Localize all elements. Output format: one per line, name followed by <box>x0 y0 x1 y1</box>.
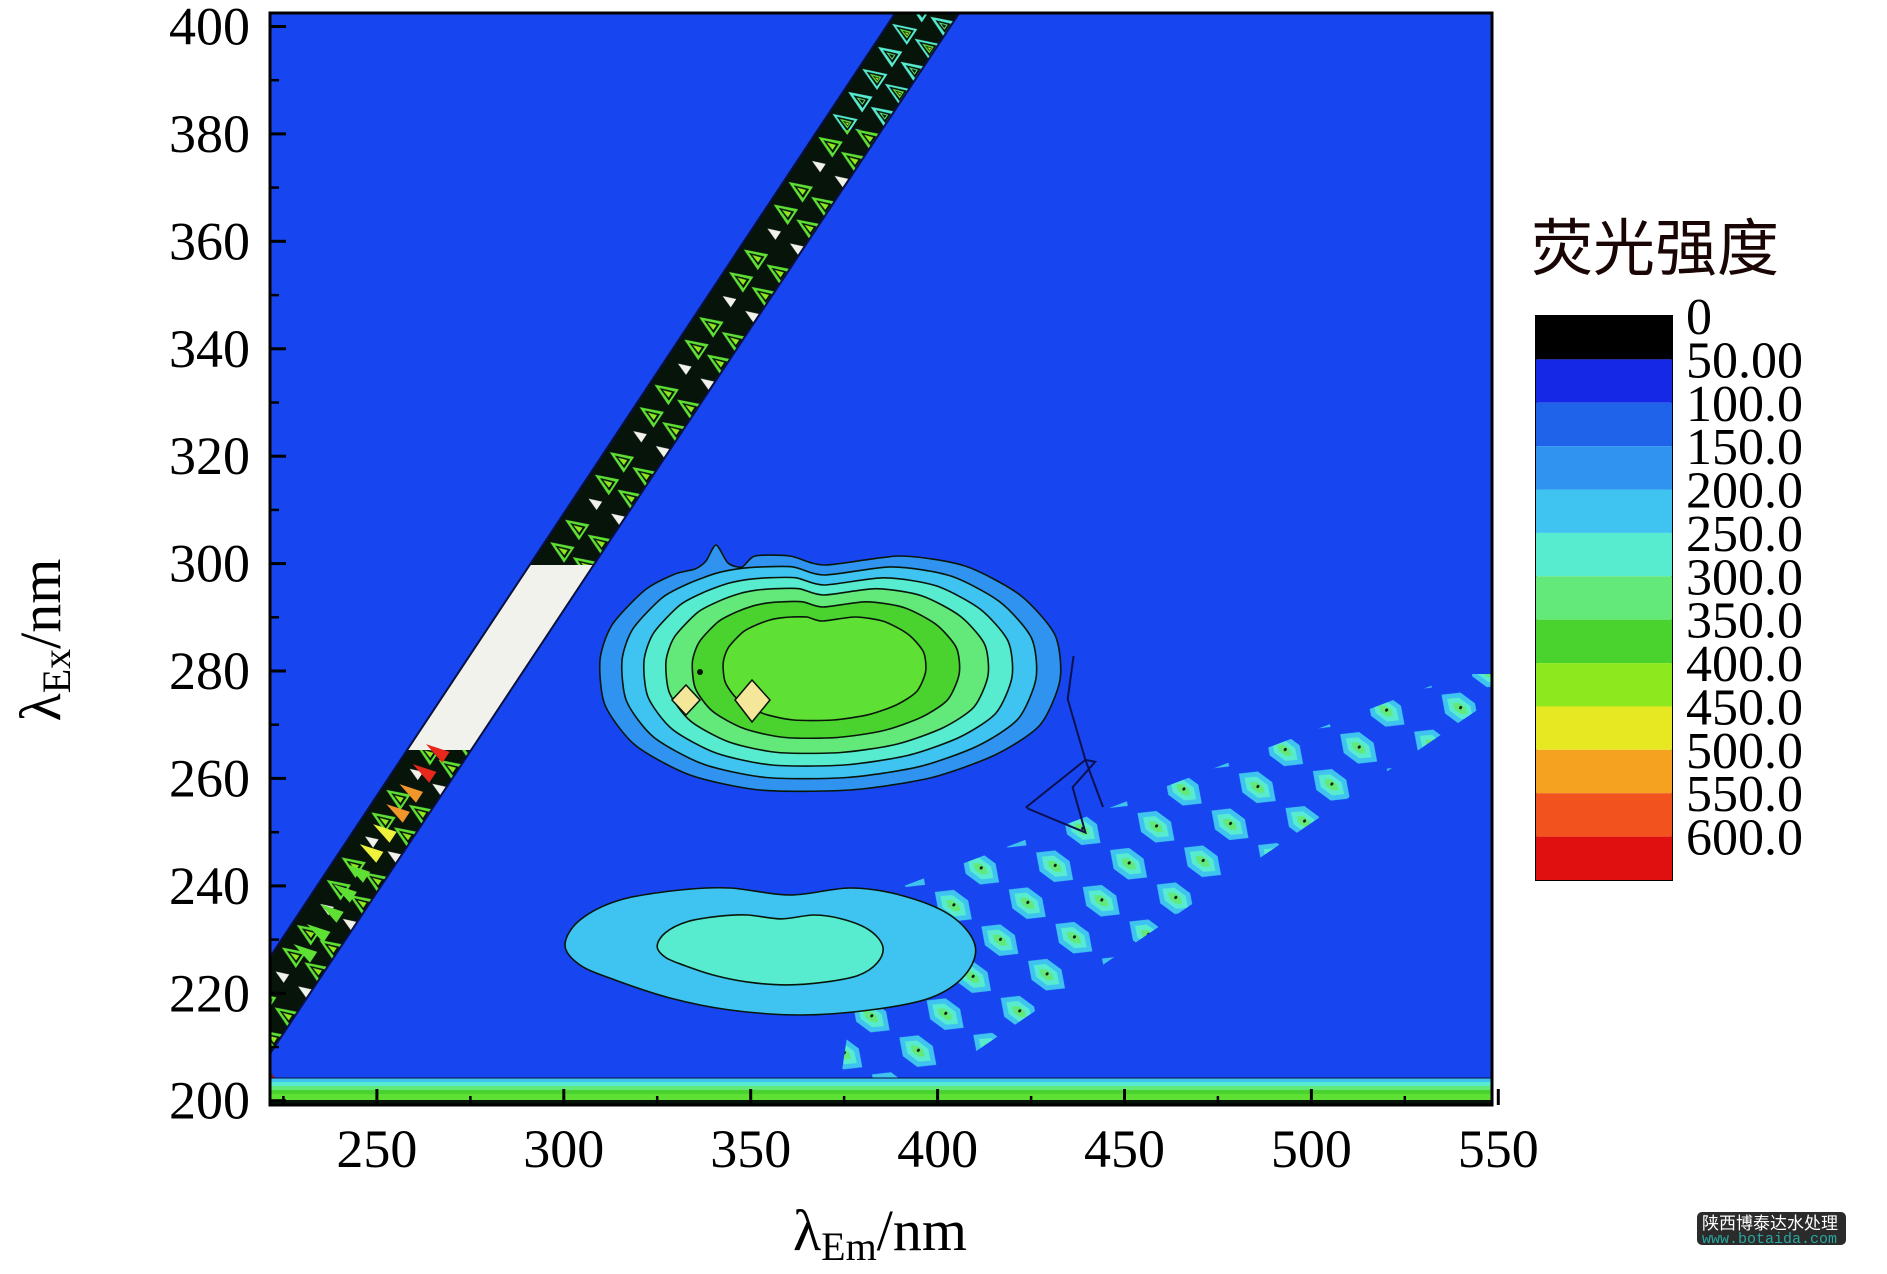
svg-text:340: 340 <box>169 319 250 379</box>
svg-text:200: 200 <box>169 1071 250 1131</box>
svg-text:220: 220 <box>169 963 250 1023</box>
svg-text:600.0: 600.0 <box>1686 810 1803 867</box>
svg-text:λEx/nm: λEx/nm <box>8 559 79 722</box>
svg-text:λEm/nm: λEm/nm <box>793 1198 967 1269</box>
svg-text:380: 380 <box>169 104 250 164</box>
svg-text:荧光强度: 荧光强度 <box>1531 216 1779 284</box>
svg-text:450: 450 <box>1084 1119 1165 1179</box>
svg-text:500: 500 <box>1271 1119 1352 1179</box>
svg-text:300: 300 <box>523 1119 604 1179</box>
svg-text:260: 260 <box>169 748 250 808</box>
svg-text:300: 300 <box>169 534 250 594</box>
svg-text:320: 320 <box>169 426 250 486</box>
svg-text:360: 360 <box>169 211 250 271</box>
svg-text:350: 350 <box>710 1119 791 1179</box>
svg-text:400: 400 <box>897 1119 978 1179</box>
svg-text:400: 400 <box>169 0 250 57</box>
svg-text:550: 550 <box>1458 1119 1539 1179</box>
svg-text:240: 240 <box>169 856 250 916</box>
svg-text:www.botaida.com: www.botaida.com <box>1702 1231 1837 1248</box>
svg-text:280: 280 <box>169 641 250 701</box>
svg-text:250: 250 <box>336 1119 417 1179</box>
